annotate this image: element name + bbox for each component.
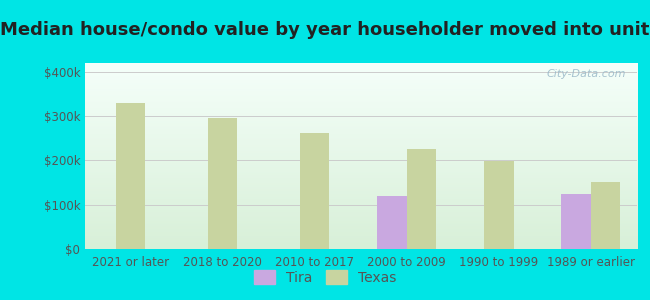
Bar	[208, 118, 237, 249]
Bar	[591, 182, 620, 249]
Bar	[377, 196, 407, 249]
Bar	[407, 149, 436, 249]
Bar	[484, 161, 514, 249]
Bar	[300, 133, 330, 249]
Text: City-Data.com: City-Data.com	[547, 69, 626, 79]
Bar	[116, 103, 145, 249]
Bar	[562, 194, 591, 249]
Text: Median house/condo value by year householder moved into unit: Median house/condo value by year househo…	[0, 21, 650, 39]
Legend: Tira, Texas: Tira, Texas	[248, 264, 402, 290]
